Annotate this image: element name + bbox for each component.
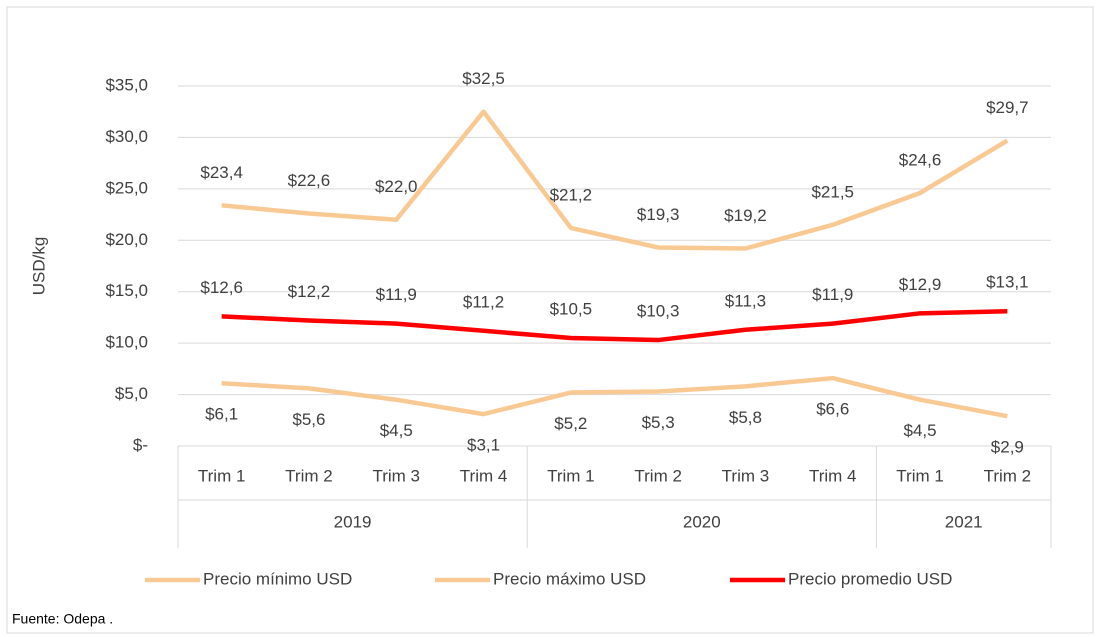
data-label: $23,4 (200, 163, 243, 182)
data-label: $5,8 (729, 408, 762, 427)
data-label: $32,5 (462, 69, 505, 88)
legend-label: Precio máximo USD (493, 569, 646, 588)
y-axis-title: USD/kg (29, 237, 48, 296)
chart-border (6, 6, 1094, 634)
data-label: $24,6 (899, 150, 942, 169)
x-tick-label: Trim 4 (460, 466, 508, 485)
data-label: $11,9 (812, 285, 853, 304)
data-label: $29,7 (986, 98, 1029, 117)
x-tick-label: Trim 2 (984, 466, 1032, 485)
data-label: $6,1 (205, 405, 238, 424)
x-tick-label: Trim 3 (722, 466, 770, 485)
data-label: $3,1 (467, 436, 500, 455)
data-label: $19,2 (724, 206, 767, 225)
x-tick-label: Trim 2 (634, 466, 682, 485)
data-label: $22,0 (375, 177, 418, 196)
series-line (221, 309, 1008, 343)
y-tick-label: $25,0 (105, 178, 148, 197)
data-label: $22,6 (288, 171, 331, 190)
data-label: $2,9 (991, 438, 1024, 457)
x-tick-label: Trim 1 (198, 466, 246, 485)
y-tick-label: $20,0 (105, 230, 148, 249)
y-tick-label: $5,0 (115, 384, 148, 403)
y-tick-label: $10,0 (105, 333, 148, 352)
data-label: $11,9 (376, 285, 417, 304)
x-group-label: 2019 (334, 512, 372, 531)
x-tick-label: Trim 1 (547, 466, 595, 485)
source-note: Fuente: Odepa . (12, 611, 113, 627)
data-label: $11,3 (725, 291, 766, 310)
data-label: $4,5 (904, 421, 937, 440)
data-label: $5,2 (554, 414, 587, 433)
series-line (221, 375, 1008, 419)
data-label: $5,3 (642, 413, 675, 432)
data-label: $10,3 (637, 302, 680, 321)
y-tick-label: $15,0 (105, 281, 148, 300)
data-label: $12,9 (899, 275, 942, 294)
y-tick-label: $35,0 (105, 75, 148, 94)
x-tick-label: Trim 4 (809, 466, 857, 485)
data-label: $13,1 (986, 273, 1029, 292)
data-label: $21,5 (811, 182, 854, 201)
data-label: $19,3 (637, 205, 680, 224)
data-label: $21,2 (550, 185, 593, 204)
x-tick-label: Trim 1 (896, 466, 944, 485)
x-tick-label: Trim 3 (372, 466, 420, 485)
data-label: $12,2 (288, 282, 331, 301)
y-tick-label: $- (133, 435, 148, 454)
legend-label: Precio mínimo USD (203, 569, 352, 588)
legend-label: Precio promedio USD (788, 569, 952, 588)
series-line (221, 109, 1009, 251)
data-label: $10,5 (550, 299, 593, 318)
y-tick-label: $30,0 (105, 127, 148, 146)
data-label: $12,6 (200, 278, 243, 297)
x-tick-label: Trim 2 (285, 466, 333, 485)
data-label: $11,2 (463, 292, 504, 311)
x-group-label: 2021 (945, 512, 983, 531)
data-label: $6,6 (816, 400, 849, 419)
x-group-label: 2020 (683, 512, 721, 531)
data-label: $4,5 (380, 421, 413, 440)
data-label: $5,6 (292, 410, 325, 429)
